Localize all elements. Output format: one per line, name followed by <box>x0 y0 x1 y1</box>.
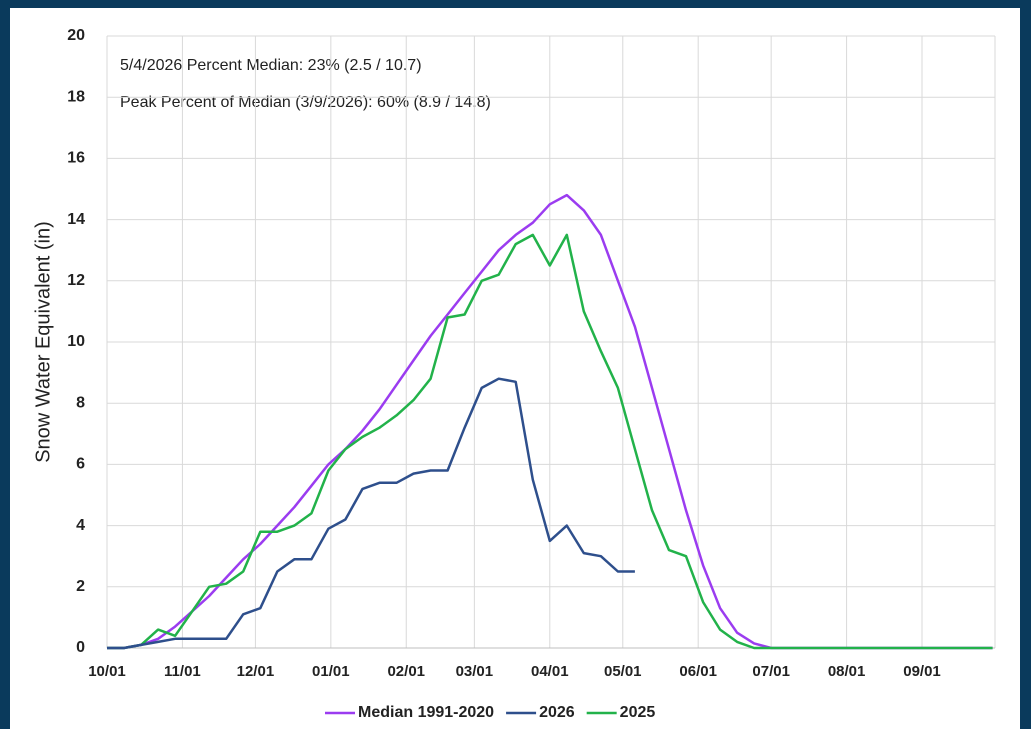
series-line <box>107 377 635 650</box>
series-line <box>107 233 993 650</box>
y-axis-label: Snow Water Equivalent (in) <box>32 221 54 463</box>
y-tick-label: 18 <box>67 88 85 105</box>
x-tick-label: 05/01 <box>604 663 642 680</box>
x-tick-label: 08/01 <box>828 663 866 680</box>
legend-label: 2026 <box>539 704 575 721</box>
y-tick-label: 8 <box>76 394 85 411</box>
y-tick-label: 12 <box>67 272 85 289</box>
y-tick-label: 6 <box>76 456 85 473</box>
y-tick-label: 4 <box>76 517 85 534</box>
annotation: Peak Percent of Median (3/9/2026): 60% (… <box>120 94 491 111</box>
x-tick-label: 09/01 <box>903 663 941 680</box>
y-tick-label: 0 <box>76 639 85 656</box>
y-tick-label: 14 <box>67 211 85 228</box>
panel <box>10 8 1020 729</box>
y-tick-label: 2 <box>76 578 85 595</box>
x-tick-label: 12/01 <box>237 663 275 680</box>
legend-label: 2025 <box>620 704 656 721</box>
y-tick-label: 20 <box>67 27 85 44</box>
x-tick-label: 02/01 <box>387 663 425 680</box>
annotation: 5/4/2026 Percent Median: 23% (2.5 / 10.7… <box>120 57 422 74</box>
x-tick-label: 04/01 <box>531 663 569 680</box>
x-tick-label: 01/01 <box>312 663 350 680</box>
x-tick-label: 07/01 <box>752 663 790 680</box>
y-tick-label: 16 <box>67 150 85 167</box>
x-tick-label: 06/01 <box>679 663 717 680</box>
y-tick-label: 10 <box>67 333 85 350</box>
x-tick-label: 10/01 <box>88 663 126 680</box>
x-tick-label: 11/01 <box>164 663 201 680</box>
legend-label: Median 1991-2020 <box>358 704 494 721</box>
x-tick-label: 03/01 <box>456 663 494 680</box>
